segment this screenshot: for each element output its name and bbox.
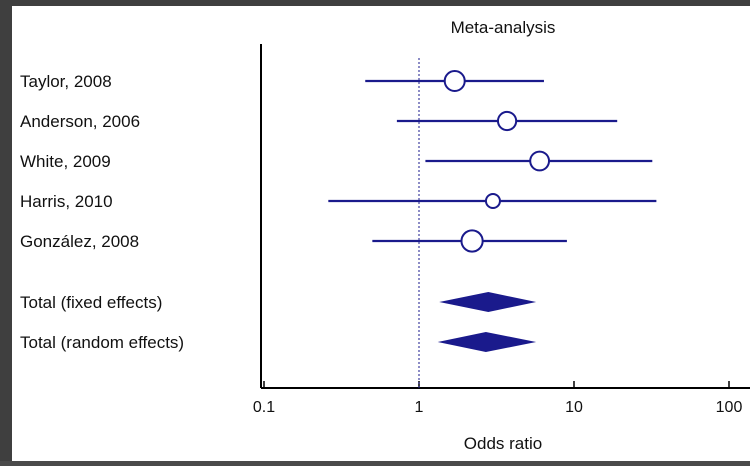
chart-title: Meta-analysis [451, 18, 556, 37]
total-diamond [439, 292, 537, 312]
x-axis-label: Odds ratio [464, 434, 542, 453]
study-point [443, 70, 466, 92]
x-tick-label: 1 [415, 399, 424, 416]
x-tick-label: 100 [716, 399, 743, 416]
total-label: Total (random effects) [20, 333, 184, 352]
study-point [529, 150, 551, 172]
study-label: Taylor, 2008 [20, 72, 112, 91]
x-tick-label: 10 [565, 399, 583, 416]
total-diamond [437, 332, 537, 352]
study-point [496, 110, 518, 132]
study-point [484, 193, 501, 209]
total-label: Total (fixed effects) [20, 293, 162, 312]
forest-plot: Meta-analysis Taylor, 2008 Anderson, 2006… [20, 18, 750, 453]
chart-panel: Meta-analysis Taylor, 2008 Anderson, 2006… [12, 6, 750, 461]
study-label: White, 2009 [20, 152, 111, 171]
study-label: Anderson, 2006 [20, 112, 140, 131]
study-label: Harris, 2010 [20, 192, 113, 211]
x-tick-label: 0.1 [253, 399, 275, 416]
study-point [460, 229, 484, 253]
study-label: González, 2008 [20, 232, 139, 251]
